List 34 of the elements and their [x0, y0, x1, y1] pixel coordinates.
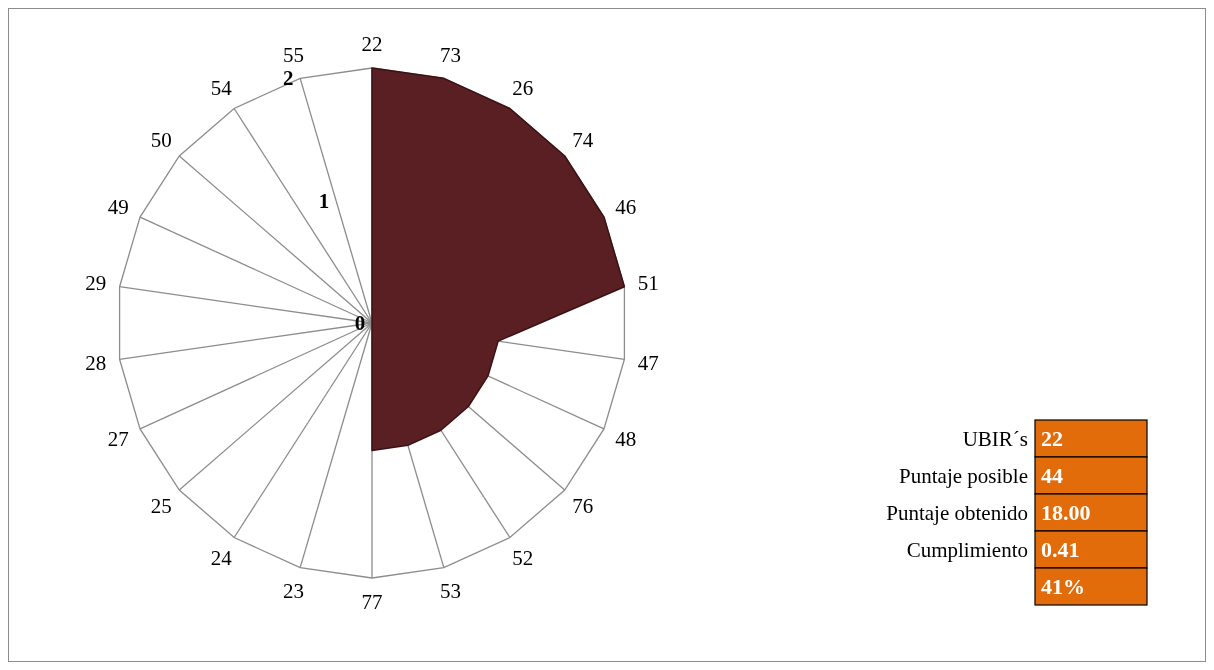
- spoke-label: 27: [107, 426, 129, 451]
- spoke-label: 24: [210, 545, 233, 570]
- spoke-label: 73: [440, 43, 462, 68]
- y-tick-label: 0: [354, 311, 366, 335]
- text: 0.41: [1041, 537, 1080, 562]
- text: Puntaje obtenido: [886, 500, 1028, 525]
- spoke-label: 53: [440, 578, 462, 603]
- spoke-label: 51: [637, 271, 659, 296]
- spoke-label: 52: [512, 545, 534, 570]
- spoke-label: 26: [512, 76, 534, 101]
- text: UBIR´s: [962, 426, 1028, 451]
- spoke-label: 77: [361, 590, 383, 614]
- text: 22: [1041, 426, 1063, 451]
- text: Cumplimiento: [906, 537, 1028, 562]
- spoke-label: 74: [572, 128, 594, 153]
- spoke-label: 28: [85, 350, 107, 375]
- text: 44: [1041, 463, 1063, 488]
- text: 18.00: [1041, 500, 1091, 525]
- spoke-label: 76: [572, 493, 594, 518]
- spoke-label: 29: [85, 271, 107, 296]
- spoke-label: 46: [615, 195, 637, 220]
- spoke-label: 23: [282, 578, 304, 603]
- text: 41%: [1041, 574, 1085, 599]
- spoke-label: 48: [615, 426, 637, 451]
- spoke-label: 54: [210, 76, 233, 101]
- spoke-label: 55: [282, 43, 304, 68]
- y-tick-label: 1: [318, 188, 330, 213]
- spoke-label: 22: [361, 32, 383, 56]
- spoke-label: 50: [150, 128, 172, 153]
- spoke-label: 47: [637, 350, 659, 375]
- spoke-label: 25: [150, 493, 172, 518]
- spoke-label: 49: [107, 195, 129, 220]
- y-tick-label: 2: [282, 66, 294, 91]
- text: Puntaje posible: [899, 463, 1028, 488]
